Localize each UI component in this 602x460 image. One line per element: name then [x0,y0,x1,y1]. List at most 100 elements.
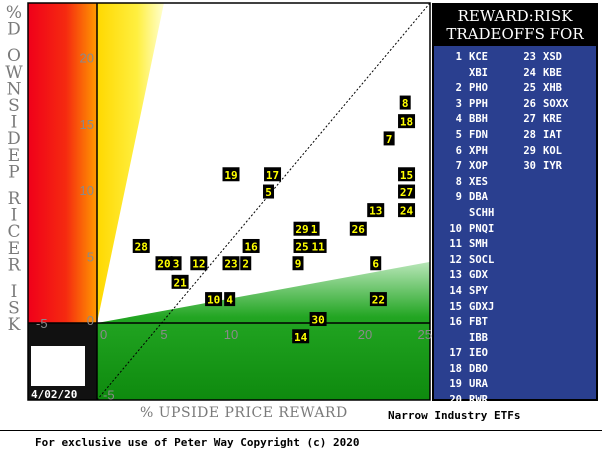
legend-item: 8 XES [442,175,494,191]
y-tick-label: 15 [80,117,94,132]
y-tick-label: 5 [87,250,94,265]
data-point: 21 [171,274,189,289]
data-point: 7 [383,131,395,146]
data-point-marker [398,114,416,129]
legend-panel: REWARD:RISK TRADEOFFS FOR 1 KCE XBI 2 PHO 3 PP… [432,3,598,437]
data-point-marker [190,256,208,271]
data-point-label: 14 [294,331,308,344]
legend-item-symbol: IEO [469,347,488,360]
y-axis-label-letter: % [6,3,22,23]
y-axis-label-letter: P [8,162,19,182]
data-point-label: 22 [372,294,385,307]
data-point-label: 6 [372,258,379,271]
data-point-label: 16 [244,240,258,253]
data-point-label: 4 [226,294,233,307]
chart-frame: 0510152025-5-55101520250 %DOWNSIDEPRICER… [5,2,598,437]
legend-item: 4 BBH [442,112,494,128]
legend-item-symbol: DBA [469,191,488,204]
legend-item-symbol: PPH [469,97,488,110]
legend-item: 20 RWR [442,393,494,409]
data-point-marker [292,256,304,271]
legend-item-symbol: SOXX [543,97,569,110]
data-point: 13 [367,203,385,218]
y-axis-label-letter: N [7,79,22,99]
legend-item-symbol: SPY [469,284,488,297]
data-point: 17 [264,167,282,182]
legend-item-number: 17 [449,347,462,360]
data-point: 26 [349,221,367,236]
legend-item: 1 KCE [442,50,494,66]
legend-item-symbol: KCE [469,51,488,63]
legend-item-number: 25 [523,82,536,95]
legend-item-symbol: FDN [469,128,488,141]
data-point-marker [309,238,327,253]
legend-item-number: 26 [523,97,536,110]
legend-item: 29 KOL [516,144,568,160]
legend-item-number: 14 [449,284,462,297]
y-axis-label-letter: I [11,282,18,302]
data-point-marker [242,238,260,253]
data-point: 15 [398,167,416,182]
data-point: 18 [398,114,416,129]
legend-item: 27 KRE [516,112,568,128]
legend-item-number: 6 [455,144,462,157]
risk-zone-red [28,3,97,323]
legend-title-line1: REWARD:RISK [457,7,573,25]
legend-item-symbol: PHO [469,82,488,95]
legend-item-number: 30 [523,160,536,173]
legend-item-number: 12 [449,253,462,266]
legend-item-number: 20 [449,394,462,407]
legend-item-symbol: XOP [469,160,488,173]
y-axis-label-letter: R [8,189,22,209]
data-point-label: 13 [369,205,382,218]
legend-item-number: 11 [449,238,462,251]
data-point-marker [398,203,416,218]
y-axis-label-letter: K [8,315,21,335]
y-axis-label-letter: E [8,146,20,166]
legend-item-number: 29 [523,144,536,157]
data-point: 24 [398,203,416,218]
data-point-label: 2 [242,258,249,271]
data-point-marker [171,274,189,289]
y-axis-label-letter: S [8,299,20,319]
legend-item-symbol: SMH [469,238,488,251]
data-point: 16 [242,238,260,253]
data-point-label: 5 [265,186,272,199]
data-point: 19 [222,167,240,182]
legend-item-symbol: RWR [469,394,488,407]
data-point-marker [222,167,240,182]
data-point-marker [308,221,320,236]
date-box [31,346,85,386]
data-point-label: 9 [295,258,302,271]
data-point-marker [369,292,387,307]
data-point-marker [398,167,416,182]
reward-zone-green [97,261,430,400]
legend-item: 22 ITB [442,424,494,440]
y-axis-label-letter: D [7,129,21,149]
data-point: 14 [292,329,310,344]
legend-item-number: 9 [455,191,462,204]
legend-item-symbol: XPH [469,144,488,157]
y-axis-label-letter: S [8,96,20,116]
legend-column-2: 23 XSD 24 KBE 25 XHB 26 SOXX 27 KRE 28 IAT 29 KOL 30 IY… [516,50,568,175]
plot-background [28,3,430,400]
data-point-label: 10 [207,294,220,307]
legend-item: 25 XHB [516,81,568,97]
legend-item-number: 15 [449,300,462,313]
legend-item-symbol: IBB [469,331,488,344]
legend-item-number: 2 [455,82,462,95]
legend-item: 11 SMH [442,237,494,253]
legend-item-symbol: XBI [469,66,488,79]
legend-item-symbol: XHB [543,82,562,95]
y-tick-label: 20 [80,50,94,65]
y-tick-label: 10 [80,183,94,198]
data-point-marker [155,256,173,271]
copyright-footer: For exclusive use of Peter Way Copyright… [35,436,360,449]
legend-item-number: 22 [449,425,462,438]
data-point-label: 21 [173,276,187,289]
legend-item-symbol: KBE [543,66,562,79]
legend-item-symbol: URA [469,378,488,391]
x-axis-label: % UPSIDE PRICE REWARD [140,405,348,421]
data-point: 30 [309,312,327,327]
